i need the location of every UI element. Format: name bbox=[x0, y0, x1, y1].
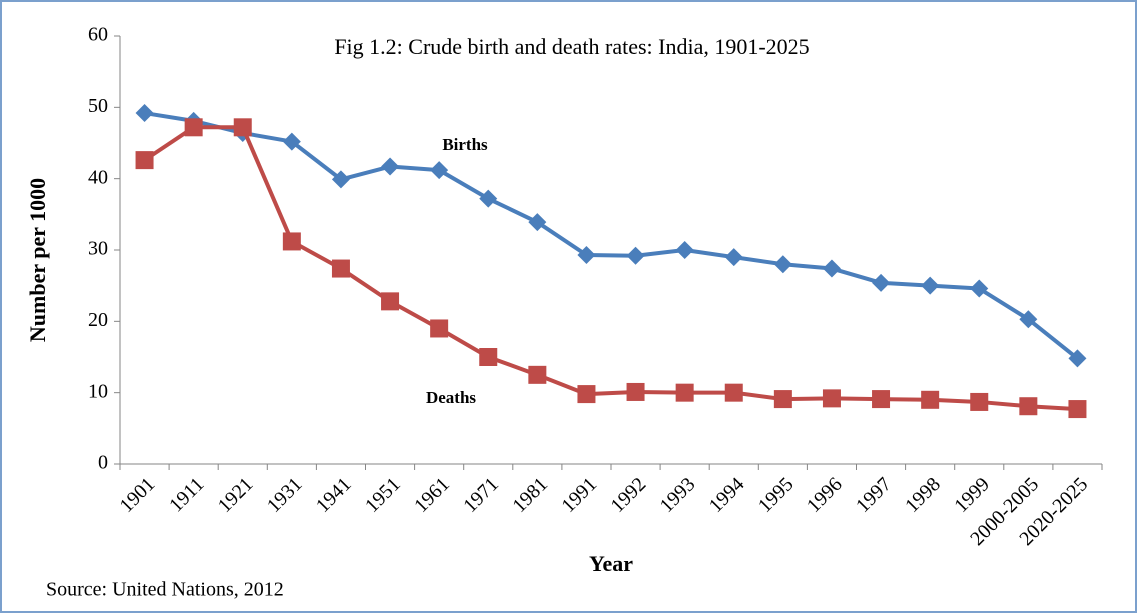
marker bbox=[282, 132, 301, 151]
marker bbox=[577, 385, 596, 404]
marker bbox=[970, 392, 989, 411]
marker bbox=[626, 246, 645, 265]
marker bbox=[184, 118, 203, 137]
marker bbox=[970, 279, 989, 298]
marker bbox=[381, 157, 400, 176]
marker bbox=[675, 241, 694, 259]
marker bbox=[675, 383, 694, 402]
marker bbox=[1019, 397, 1038, 416]
marker bbox=[233, 118, 252, 137]
marker bbox=[1019, 310, 1038, 329]
y-tick-label: 40 bbox=[88, 166, 108, 188]
marker bbox=[528, 213, 547, 232]
marker bbox=[479, 348, 498, 366]
marker bbox=[822, 259, 841, 278]
marker bbox=[724, 248, 743, 267]
marker bbox=[381, 292, 400, 311]
marker bbox=[872, 390, 891, 409]
y-tick-label: 60 bbox=[88, 24, 108, 46]
y-tick-label: 50 bbox=[88, 95, 108, 117]
y-tick-label: 0 bbox=[98, 452, 108, 474]
marker bbox=[331, 170, 350, 189]
marker bbox=[724, 383, 743, 402]
marker bbox=[822, 389, 841, 408]
annotation: Deaths bbox=[426, 388, 476, 407]
y-axis-title: Number per 1000 bbox=[25, 178, 50, 342]
marker bbox=[528, 365, 547, 384]
source-note: Source: United Nations, 2012 bbox=[46, 579, 284, 601]
marker bbox=[430, 161, 449, 180]
marker bbox=[135, 151, 154, 170]
marker bbox=[1068, 400, 1087, 419]
y-tick-label: 20 bbox=[88, 309, 108, 331]
marker bbox=[872, 273, 891, 292]
marker bbox=[577, 245, 596, 264]
marker bbox=[1068, 349, 1087, 368]
marker bbox=[773, 255, 792, 274]
chart-title: Fig 1.2: Crude birth and death rates: In… bbox=[334, 34, 809, 59]
marker bbox=[331, 259, 350, 278]
marker bbox=[479, 189, 498, 208]
x-axis-title: Year bbox=[589, 551, 633, 576]
marker bbox=[135, 104, 154, 123]
marker bbox=[773, 390, 792, 409]
annotation: Births bbox=[442, 135, 488, 154]
y-tick-label: 10 bbox=[88, 380, 108, 402]
y-tick-label: 30 bbox=[88, 238, 108, 260]
marker bbox=[921, 276, 940, 295]
marker bbox=[430, 319, 449, 338]
marker bbox=[921, 390, 940, 409]
marker bbox=[626, 382, 645, 401]
marker bbox=[282, 232, 301, 251]
